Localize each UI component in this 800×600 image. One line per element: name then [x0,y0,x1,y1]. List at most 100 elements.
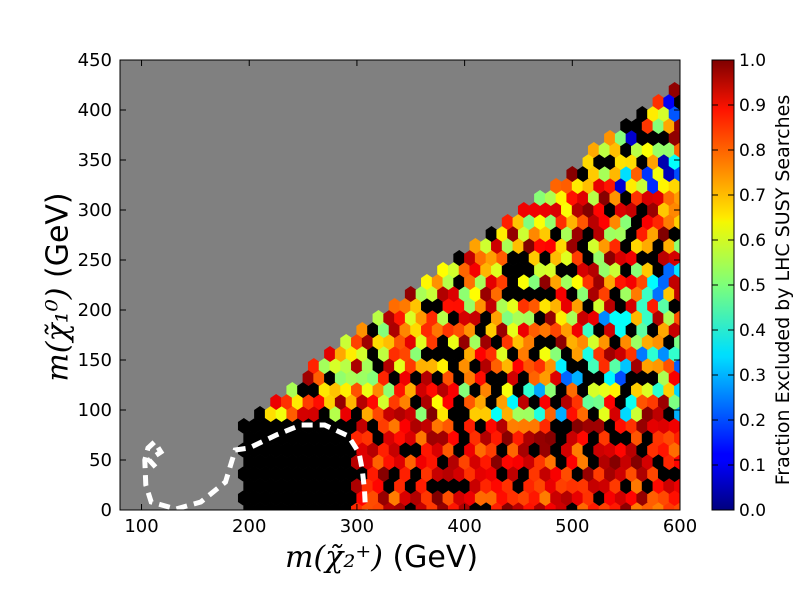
hexbin-cell [507,441,519,459]
hexbin-cell [566,381,579,399]
hexbin-cell [561,345,573,363]
hexbin-cell [614,321,627,339]
hexbin-cell [512,285,525,303]
hexbin-cell [286,453,299,471]
hexbin-cell [453,417,466,435]
hexbin-cell [561,249,573,267]
hexbin-cell [469,453,482,471]
hexbin-cell [415,357,428,375]
hexbin-cell [663,477,676,495]
hexbin-cell [275,477,288,495]
hexbin-cell [674,117,680,135]
hexbin-cell [636,297,649,315]
hexbin-cell [523,333,536,351]
hexbin-cell [566,189,579,207]
hexbin-cell [620,405,633,423]
hexbin-cell [587,357,600,375]
hexbin-cell [458,357,471,375]
hexbin-cell [598,333,611,351]
hexbin-cell [528,465,541,483]
hexbin-cell [517,369,530,387]
hexbin-cell [512,261,525,279]
hexbin-cell [577,333,589,351]
hexbin-cell [663,189,676,207]
hexbin-cell [587,309,600,327]
hexbin-cell [647,321,659,339]
hexbin-cell [372,453,385,471]
hexbin-cell [367,393,379,411]
hexbin-cell [587,429,600,447]
hexbin-cell [388,297,401,315]
hexbin-cell [367,465,379,483]
hexbin-cell [555,237,568,255]
hexbin-cell [431,369,444,387]
hexbin-cell [631,117,643,135]
hexbin-cell [329,477,342,495]
hexbin-cell [528,441,541,459]
hexbin-cell [641,165,654,183]
hexbin-cell [485,417,498,435]
hexbin-cell [307,405,320,423]
hexbin-cell [453,393,466,411]
hexbin-cell [593,177,606,195]
hexbin-cell [399,369,412,387]
hexbin-cell [485,249,498,267]
hexbin-cell [598,213,611,231]
hexbin-cell [534,213,546,231]
hexbin-cell [431,465,444,483]
hexbin-cell [620,357,633,375]
hexbin-cell [598,429,611,447]
hexbin-cell [555,477,568,495]
hexbin-cell [641,261,654,279]
y-tick-label: 350 [78,150,112,171]
hexbin-cell [334,441,347,459]
hexbin-cell [480,453,493,471]
hexbin-cell [636,201,649,219]
hexbin-cell [604,489,616,507]
hexbin-cell [372,309,385,327]
hexbin-cell [528,201,541,219]
hexbin-cell [442,345,455,363]
hexbin-cell [421,369,433,387]
hexbin-cell [657,489,670,507]
hexbin-cell [340,381,353,399]
y-tick-label: 400 [78,100,112,121]
hexbin-cell [410,441,423,459]
hexbin-cell [593,465,606,483]
hexbin-cell [415,405,428,423]
hexbin-cell [367,321,379,339]
hexbin-cell [377,417,390,435]
hexbin-cell [469,309,482,327]
hexbin-cell [534,429,546,447]
hexbin-cell [270,465,283,483]
hexbin-cell [340,357,353,375]
hexbin-cell [394,477,406,495]
hexbin-cell [641,477,654,495]
hexbin-cell [631,405,643,423]
hexbin-cell [652,261,665,279]
hexbin-cell [512,309,525,327]
hexbin-cell [329,453,342,471]
plot-frame [119,59,681,511]
hexbin-cell [550,489,563,507]
colorbar-tick-label: 0.2 [739,411,766,431]
hexbin-cell [668,249,680,267]
hexbin-cell [491,477,503,495]
hexbin-cell [324,441,336,459]
hexbin-cell [404,453,417,471]
hexbin-cell [614,177,627,195]
hexbin-cell [604,441,616,459]
hexbin-cell [636,129,649,147]
hexbin-cell [609,189,622,207]
hexbin-cell [334,369,347,387]
hexbin-cell [345,345,358,363]
hexbin-cell [377,393,390,411]
hexbin-cell [480,237,493,255]
hexbin-cell [647,345,659,363]
hexbin-cell [609,309,622,327]
hexbin-cell [491,333,503,351]
hexbin-cell [345,369,358,387]
hexbin-cell [491,285,503,303]
hexbin-cell [641,237,654,255]
